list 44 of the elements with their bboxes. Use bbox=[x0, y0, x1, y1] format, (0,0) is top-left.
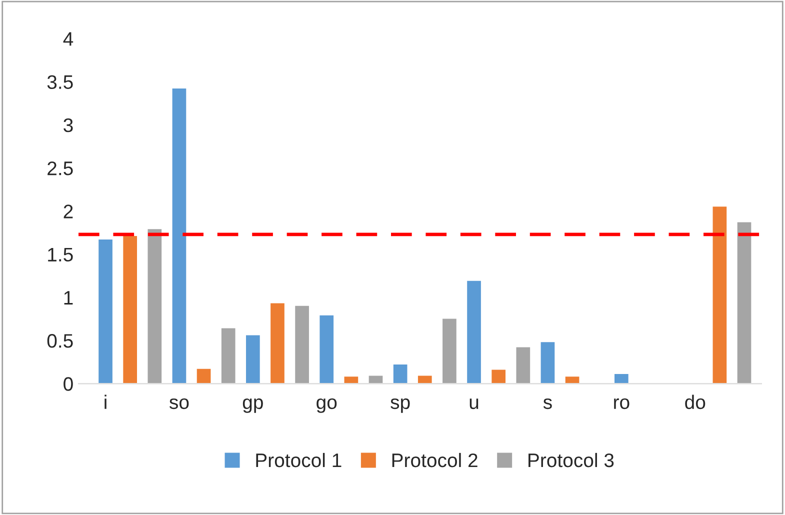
bar bbox=[490, 368, 507, 384]
y-tick-label: 1 bbox=[64, 291, 73, 304]
bar bbox=[122, 234, 138, 384]
bar bbox=[195, 367, 212, 384]
bar bbox=[367, 374, 384, 384]
bar bbox=[294, 304, 310, 384]
x-tick-label: so bbox=[169, 398, 189, 410]
bar bbox=[564, 375, 581, 384]
bar bbox=[613, 372, 630, 384]
x-tick-label: i bbox=[104, 394, 106, 409]
y-tick-label: 2 bbox=[64, 204, 73, 218]
y-tick-label: 3.5 bbox=[47, 75, 73, 89]
bar bbox=[318, 314, 335, 384]
legend-label: Protocol 2 bbox=[392, 452, 478, 468]
bar bbox=[441, 317, 458, 384]
bar bbox=[342, 375, 360, 384]
bar bbox=[539, 340, 556, 384]
legend-label: Protocol 3 bbox=[528, 452, 614, 468]
legend-label: Protocol 1 bbox=[256, 452, 342, 468]
bar bbox=[146, 228, 163, 384]
x-tick-label: go bbox=[316, 398, 337, 413]
x-tick-label: u bbox=[470, 398, 478, 410]
bar bbox=[220, 326, 237, 384]
y-tick-label: 0.5 bbox=[47, 334, 73, 348]
bar bbox=[244, 334, 262, 384]
bar bbox=[392, 363, 409, 384]
bar bbox=[736, 220, 753, 384]
y-tick-label: 1.5 bbox=[48, 248, 73, 262]
bar bbox=[514, 346, 532, 384]
bar bbox=[269, 302, 286, 384]
x-tick-label: ro bbox=[614, 398, 630, 410]
bar bbox=[466, 279, 482, 384]
x-tick-label: gp bbox=[242, 398, 263, 413]
x-tick-label: do bbox=[685, 394, 706, 410]
x-tick-label: s bbox=[543, 398, 552, 410]
bar bbox=[170, 87, 188, 384]
bar bbox=[97, 238, 114, 384]
bar bbox=[711, 205, 728, 384]
y-tick-label: 4 bbox=[63, 32, 74, 46]
bar bbox=[416, 374, 434, 384]
x-tick-label: sp bbox=[390, 398, 410, 413]
y-tick-label: 2.5 bbox=[48, 161, 73, 176]
y-tick-label: 3 bbox=[64, 118, 73, 132]
y-tick-label: 0 bbox=[64, 377, 73, 391]
